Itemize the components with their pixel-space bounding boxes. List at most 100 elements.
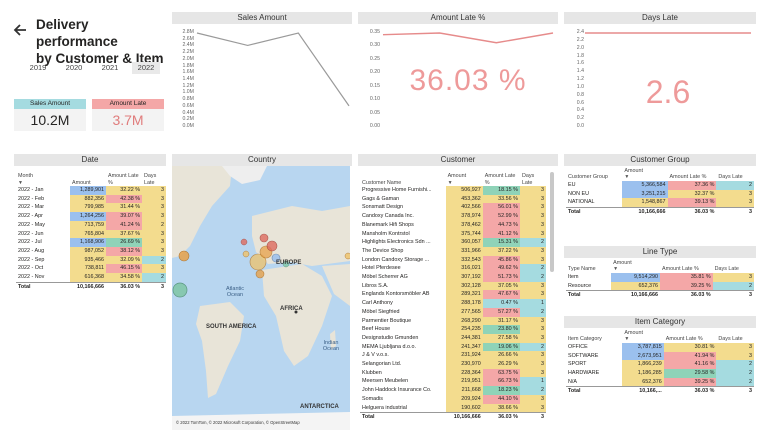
column-header[interactable]: Customer Group — [568, 174, 608, 181]
column-header[interactable]: Amount ▼ — [622, 168, 667, 181]
customer-table-panel[interactable]: Customer Customer Name Amount ▼ Amount Late… — [358, 154, 558, 430]
table-row[interactable]: NON EU 3,251,215 32.37 % 3 — [566, 189, 754, 199]
table-row[interactable]: Designstudio Gmunden 244,381 27.58 % 3 — [360, 333, 546, 343]
days-late-chart[interactable]: Days Late 2.6 2.4 2.2 2.0 1.8 1.6 1.4 1.2 1.0 0.… — [564, 12, 756, 136]
map-attribution[interactable]: © 2022 TomTom, © 2022 Microsoft Corporat… — [176, 420, 300, 425]
table-row[interactable]: EU 5,366,584 37.36 % 2 — [566, 180, 754, 190]
table-cell: 241,347 — [445, 342, 483, 352]
table-row[interactable]: 2022 - Feb 882,356 42.38 % 3 — [16, 194, 166, 204]
table-row[interactable]: 2022 - Nov 616,368 34.58 % 2 — [16, 273, 166, 283]
table-row[interactable]: Carl Anthony 288,178 0.47 % 1 — [360, 299, 546, 308]
table-cell: Carl Anthony — [362, 300, 393, 307]
column-header[interactable]: Amount Late % — [108, 173, 139, 186]
table-row[interactable]: Sonsmatt Design 402,566 56.01 % 3 — [360, 203, 546, 213]
year-slicer-2019[interactable]: 2019 — [29, 63, 47, 72]
table-cell: 302,128 — [445, 281, 483, 291]
table-row[interactable]: N/A 652,376 39.25 % 2 — [566, 377, 754, 387]
table-row[interactable]: Klubben 228,364 63.75 % 3 — [360, 368, 546, 378]
table-row[interactable]: John Haddock Insurance Co. 211,668 18.23 %… — [360, 386, 546, 395]
table-row[interactable]: MEMA Ljubljana d.o.o. 241,347 19.06 % 2 — [360, 342, 546, 352]
table-cell: 3 — [716, 351, 754, 361]
table-row[interactable]: 2022 - Mar 799,985 31.44 % 3 — [16, 203, 166, 213]
column-header[interactable]: Amount Late % — [484, 173, 516, 186]
table-row[interactable]: Parmentier Boutique 268,290 31.17 % 3 — [360, 316, 546, 326]
table-row[interactable]: Highlights Electronics Sdn ... 360,057 15.… — [360, 238, 546, 247]
table-row[interactable]: Möbel Scherrer AG 307,192 51.73 % 2 — [360, 273, 546, 282]
column-header[interactable]: Amount Late % — [665, 336, 703, 343]
column-header[interactable]: Days Late — [718, 174, 743, 181]
column-header[interactable]: Days Late — [714, 266, 739, 273]
table-row[interactable]: 2022 - May 713,759 41.24 % 2 — [16, 220, 166, 230]
table-row[interactable]: Blanemark Hifi Shops 378,462 44.73 % 3 — [360, 220, 546, 230]
table-cell: 2,673,951 — [622, 351, 664, 361]
item-category-panel[interactable]: Item Category Item Category Amount ▼ Amount… — [564, 316, 756, 402]
days-y-tick-label: 0.0 — [576, 123, 584, 129]
column-header[interactable]: Days Late — [521, 173, 535, 186]
table-cell: 3,787,815 — [622, 342, 664, 352]
table-row[interactable]: 2022 - Jun 765,804 37.67 % 3 — [16, 229, 166, 239]
table-cell: 307,192 — [445, 273, 483, 282]
table-cell: HARDWARE — [568, 369, 600, 376]
column-header[interactable]: Month ▼ — [16, 168, 70, 186]
table-row[interactable]: 2022 - Jan 1,289,901 32.22 % 3 — [16, 186, 166, 195]
table-row[interactable]: Meersen Meubelen 219,951 66.73 % 1 — [360, 377, 546, 387]
table-total-cell: 3 — [712, 290, 754, 300]
column-header[interactable]: Amount — [72, 179, 91, 186]
table-row[interactable]: Gags & Gaman 453,362 33.56 % 3 — [360, 194, 546, 204]
table-row[interactable]: Libros S.A. 302,128 37.05 % 3 — [360, 281, 546, 291]
country-map-panel[interactable]: Country — [172, 154, 352, 430]
table-row[interactable]: Hotel Pferdesee 316,021 49.62 % 2 — [360, 264, 546, 274]
table-row[interactable]: London Candoxy Storage ... 332,543 45.86 %… — [360, 255, 546, 265]
world-map[interactable]: EUROPE AFRICA SOUTH AMERICA ANTARCTICA A… — [172, 166, 350, 430]
table-row[interactable]: Möbel Siegfried 277,565 57.27 % 2 — [360, 307, 546, 317]
column-header[interactable]: Item Category — [568, 336, 602, 343]
table-row[interactable]: Item 9,514,290 35.81 % 3 — [566, 272, 754, 282]
column-header[interactable]: Customer Name — [362, 179, 402, 186]
table-row[interactable]: OFFICE 3,787,815 30.81 % 3 — [566, 342, 754, 352]
year-slicer-2022[interactable]: 2022 — [132, 62, 160, 74]
table-row[interactable]: 2022 - Aug 987,052 38.12 % 3 — [16, 246, 166, 256]
days-y-tick-label: 0.4 — [576, 107, 584, 114]
date-table-panel[interactable]: Date Month ▼ Amount Amount Late % Days Late … — [14, 154, 166, 294]
back-button[interactable] — [12, 22, 28, 38]
table-cell: 190,602 — [445, 403, 483, 413]
table-row[interactable]: Progressive Home Furnishi... 506,927 18.15… — [360, 186, 546, 195]
column-header[interactable]: Amount Late % — [661, 266, 699, 273]
table-row[interactable]: The Device Shop 331,966 37.22 % 3 — [360, 246, 546, 256]
customer-group-panel[interactable]: Customer Group Customer Group Amount ▼ Amou… — [564, 154, 756, 220]
table-row[interactable]: SPORT 1,866,239 41.16 % 2 — [566, 360, 754, 369]
table-row[interactable]: 2022 - Sep 935,466 32.09 % 2 — [16, 255, 166, 265]
table-row[interactable]: Candoxy Canada Inc. 378,974 52.99 % 3 — [360, 212, 546, 221]
year-slicer-2020[interactable]: 2020 — [65, 63, 83, 72]
table-row[interactable]: Mansholm Kontrstol 375,744 41.12 % 3 — [360, 229, 546, 239]
column-header[interactable]: Days Late — [718, 336, 743, 343]
table-row[interactable]: Beef House 254,235 23.80 % 3 — [360, 325, 546, 334]
table-row[interactable]: SOFTWARE 2,673,951 41.94 % 3 — [566, 351, 754, 361]
table-row[interactable]: Somadis 209,924 44.10 % 3 — [360, 394, 546, 404]
year-slicer-2021[interactable]: 2021 — [101, 63, 119, 72]
amount-late-pct-chart[interactable]: Amount Late % 36.03 % 0.35 0.30 0.25 0.20 0.… — [358, 12, 558, 136]
column-header[interactable]: Amount Late % — [669, 174, 707, 181]
sales-amount-chart[interactable]: Sales Amount 2.8M 2.6M 2.4M 2.2M 2.0M 1.8M 1.6… — [172, 12, 352, 136]
table-cell: MEMA Ljubljana d.o.o. — [362, 343, 416, 350]
table-row[interactable]: Resource 652,376 39.25 % 2 — [566, 281, 754, 291]
column-header[interactable]: Amount ▼ — [622, 330, 663, 343]
table-row[interactable]: 2022 - Jul 1,168,906 26.69 % 3 — [16, 238, 166, 247]
column-header[interactable]: Type Name — [568, 266, 596, 273]
table-row[interactable]: NATIONAL 1,548,867 39.13 % 3 — [566, 198, 754, 208]
column-header[interactable]: Amount ▼ — [446, 168, 483, 186]
table-row[interactable]: 2022 - Apr 1,264,256 39.07 % 3 — [16, 212, 166, 221]
table-row[interactable]: Helguera industrial 190,602 38.66 % 3 — [360, 403, 546, 413]
table-row[interactable]: J & V v.o.s. 231,924 26.66 % 3 — [360, 351, 546, 361]
column-header[interactable]: Days Late — [144, 173, 157, 186]
table-row[interactable]: Englands Kontorsmöbler AB 289,321 47.67 % 3 — [360, 290, 546, 300]
customer-group-table: Customer Group Amount ▼ Amount Late % Days L… — [566, 168, 754, 217]
table-row[interactable]: Selangorian Ltd. 230,970 26.29 % 3 — [360, 360, 546, 369]
column-header[interactable]: Amount ▼ — [611, 260, 660, 273]
table-row[interactable]: 2022 - Oct 738,811 46.15 % 3 — [16, 264, 166, 274]
table-row[interactable]: HARDWARE 1,186,285 29.58 % 2 — [566, 368, 754, 378]
customer-table-scrollbar[interactable] — [550, 172, 554, 272]
line-type-panel[interactable]: Line Type Type Name Amount ▼ Amount Late % D… — [564, 246, 756, 302]
table-cell: 2 — [519, 273, 546, 282]
table-cell: 3 — [519, 351, 546, 361]
